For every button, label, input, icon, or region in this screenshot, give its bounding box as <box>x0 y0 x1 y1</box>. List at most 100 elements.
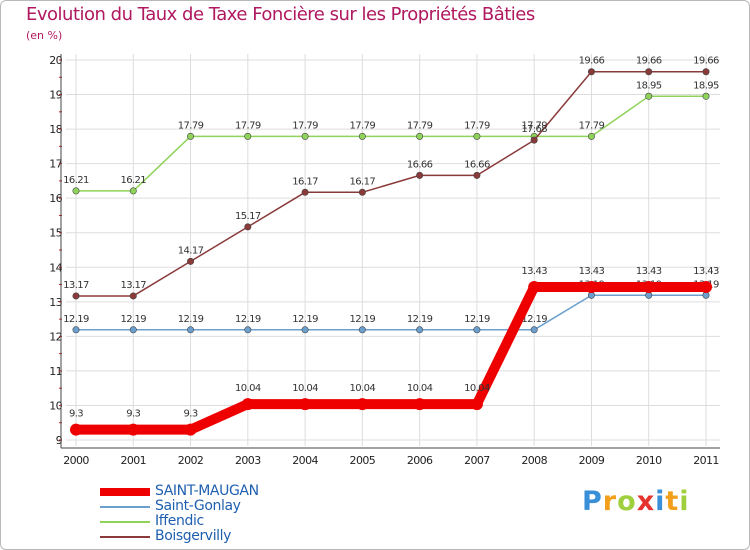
logo-letter: r <box>602 486 618 517</box>
data-label: 12.19 <box>63 314 89 325</box>
data-point <box>702 291 710 299</box>
legend-label: SAINT-MAUGAN <box>155 483 259 499</box>
series-line <box>75 70 707 297</box>
data-label: 12.19 <box>407 314 433 325</box>
data-point <box>473 326 481 334</box>
data-label: 19.66 <box>636 56 662 67</box>
data-point <box>358 132 366 140</box>
x-tick-label: 2008 <box>521 454 547 467</box>
data-point <box>72 187 80 195</box>
data-label: 12.19 <box>521 314 547 325</box>
x-tick-label: 2010 <box>636 454 662 467</box>
y-tick-label: 14 <box>49 261 62 274</box>
data-point <box>70 423 82 436</box>
data-point <box>702 92 710 100</box>
data-point <box>530 136 538 144</box>
data-label: 17.79 <box>579 120 605 131</box>
logo-letter: t <box>665 486 680 517</box>
chart-title: Evolution du Taux de Taxe Foncière sur l… <box>26 4 535 25</box>
logo-letter: x <box>636 486 656 517</box>
legend-item: Iffendic <box>100 513 400 529</box>
data-label: 10.04 <box>350 383 376 394</box>
data-label: 16.66 <box>464 159 490 170</box>
data-label: 17.79 <box>407 120 433 131</box>
data-label: 12.19 <box>292 314 318 325</box>
data-label: 13.17 <box>63 280 89 291</box>
data-label: 9.3 <box>183 409 197 420</box>
data-label: 16.21 <box>63 175 89 186</box>
x-tick-label: 2003 <box>235 454 261 467</box>
data-point <box>244 326 252 334</box>
data-label: 16.66 <box>407 159 433 170</box>
data-point <box>127 423 140 436</box>
data-point <box>187 257 195 265</box>
data-label: 13.43 <box>579 266 605 277</box>
legend-item: Saint-Gonlay <box>100 498 400 514</box>
y-tick-label: 20 <box>49 54 62 67</box>
data-label: 17.79 <box>350 120 376 131</box>
x-tick-label: 2001 <box>120 454 146 467</box>
data-label: 17.79 <box>235 120 261 131</box>
y-tick-label: 10 <box>49 399 62 412</box>
data-point <box>470 398 483 411</box>
data-point <box>301 132 309 140</box>
data-point <box>301 188 309 196</box>
data-label: 12.19 <box>178 314 204 325</box>
data-label: 13.43 <box>693 266 719 277</box>
data-label: 18.95 <box>693 80 719 91</box>
data-point <box>645 92 653 100</box>
data-label: 16.21 <box>120 175 146 186</box>
legend-label: Boisgervilly <box>155 528 232 544</box>
data-label: 12.19 <box>464 314 490 325</box>
data-point <box>587 132 595 140</box>
data-label: 13.43 <box>636 266 662 277</box>
data-label: 17.79 <box>178 120 204 131</box>
legend-label: Saint-Gonlay <box>155 498 241 514</box>
data-point <box>129 187 137 195</box>
y-tick-label: 16 <box>49 192 62 205</box>
legend-swatch <box>100 521 150 523</box>
data-point <box>645 68 653 76</box>
data-label: 9.3 <box>126 409 140 420</box>
data-point <box>416 171 424 179</box>
data-label: 17.68 <box>521 124 547 135</box>
data-label: 14.17 <box>178 245 204 256</box>
data-label: 12.19 <box>235 314 261 325</box>
x-tick-label: 2009 <box>579 454 605 467</box>
data-point <box>299 398 312 411</box>
data-point <box>358 326 366 334</box>
logo-letter: i <box>679 486 690 517</box>
plot-area <box>76 60 706 440</box>
x-tick-label: 2000 <box>63 454 89 467</box>
data-point <box>585 280 598 293</box>
data-point <box>187 132 195 140</box>
y-tick-label: 12 <box>49 330 62 343</box>
data-point <box>642 280 655 293</box>
x-tick-label: 2011 <box>693 454 719 467</box>
legend-swatch <box>100 506 150 508</box>
data-point <box>473 171 481 179</box>
data-point <box>244 132 252 140</box>
y-tick-label: 11 <box>49 365 62 378</box>
data-label: 10.04 <box>235 383 261 394</box>
data-point <box>72 326 80 334</box>
data-point <box>645 291 653 299</box>
x-tick-label: 2006 <box>407 454 433 467</box>
data-label: 15.17 <box>235 211 261 222</box>
legend-swatch <box>100 488 150 496</box>
series-line <box>75 95 707 192</box>
data-label: 13.17 <box>120 280 146 291</box>
data-point <box>358 188 366 196</box>
data-point <box>413 398 426 411</box>
data-label: 12.19 <box>350 314 376 325</box>
data-label: 13.43 <box>521 266 547 277</box>
y-tick-label: 17 <box>49 158 62 171</box>
proxiti-logo: Proxiti <box>582 486 690 517</box>
data-label: 12.19 <box>120 314 146 325</box>
y-tick-label: 18 <box>49 123 62 136</box>
legend-item: Boisgervilly <box>100 528 400 544</box>
data-point <box>700 280 712 293</box>
y-tick-label: 13 <box>49 296 62 309</box>
data-point <box>241 398 254 411</box>
